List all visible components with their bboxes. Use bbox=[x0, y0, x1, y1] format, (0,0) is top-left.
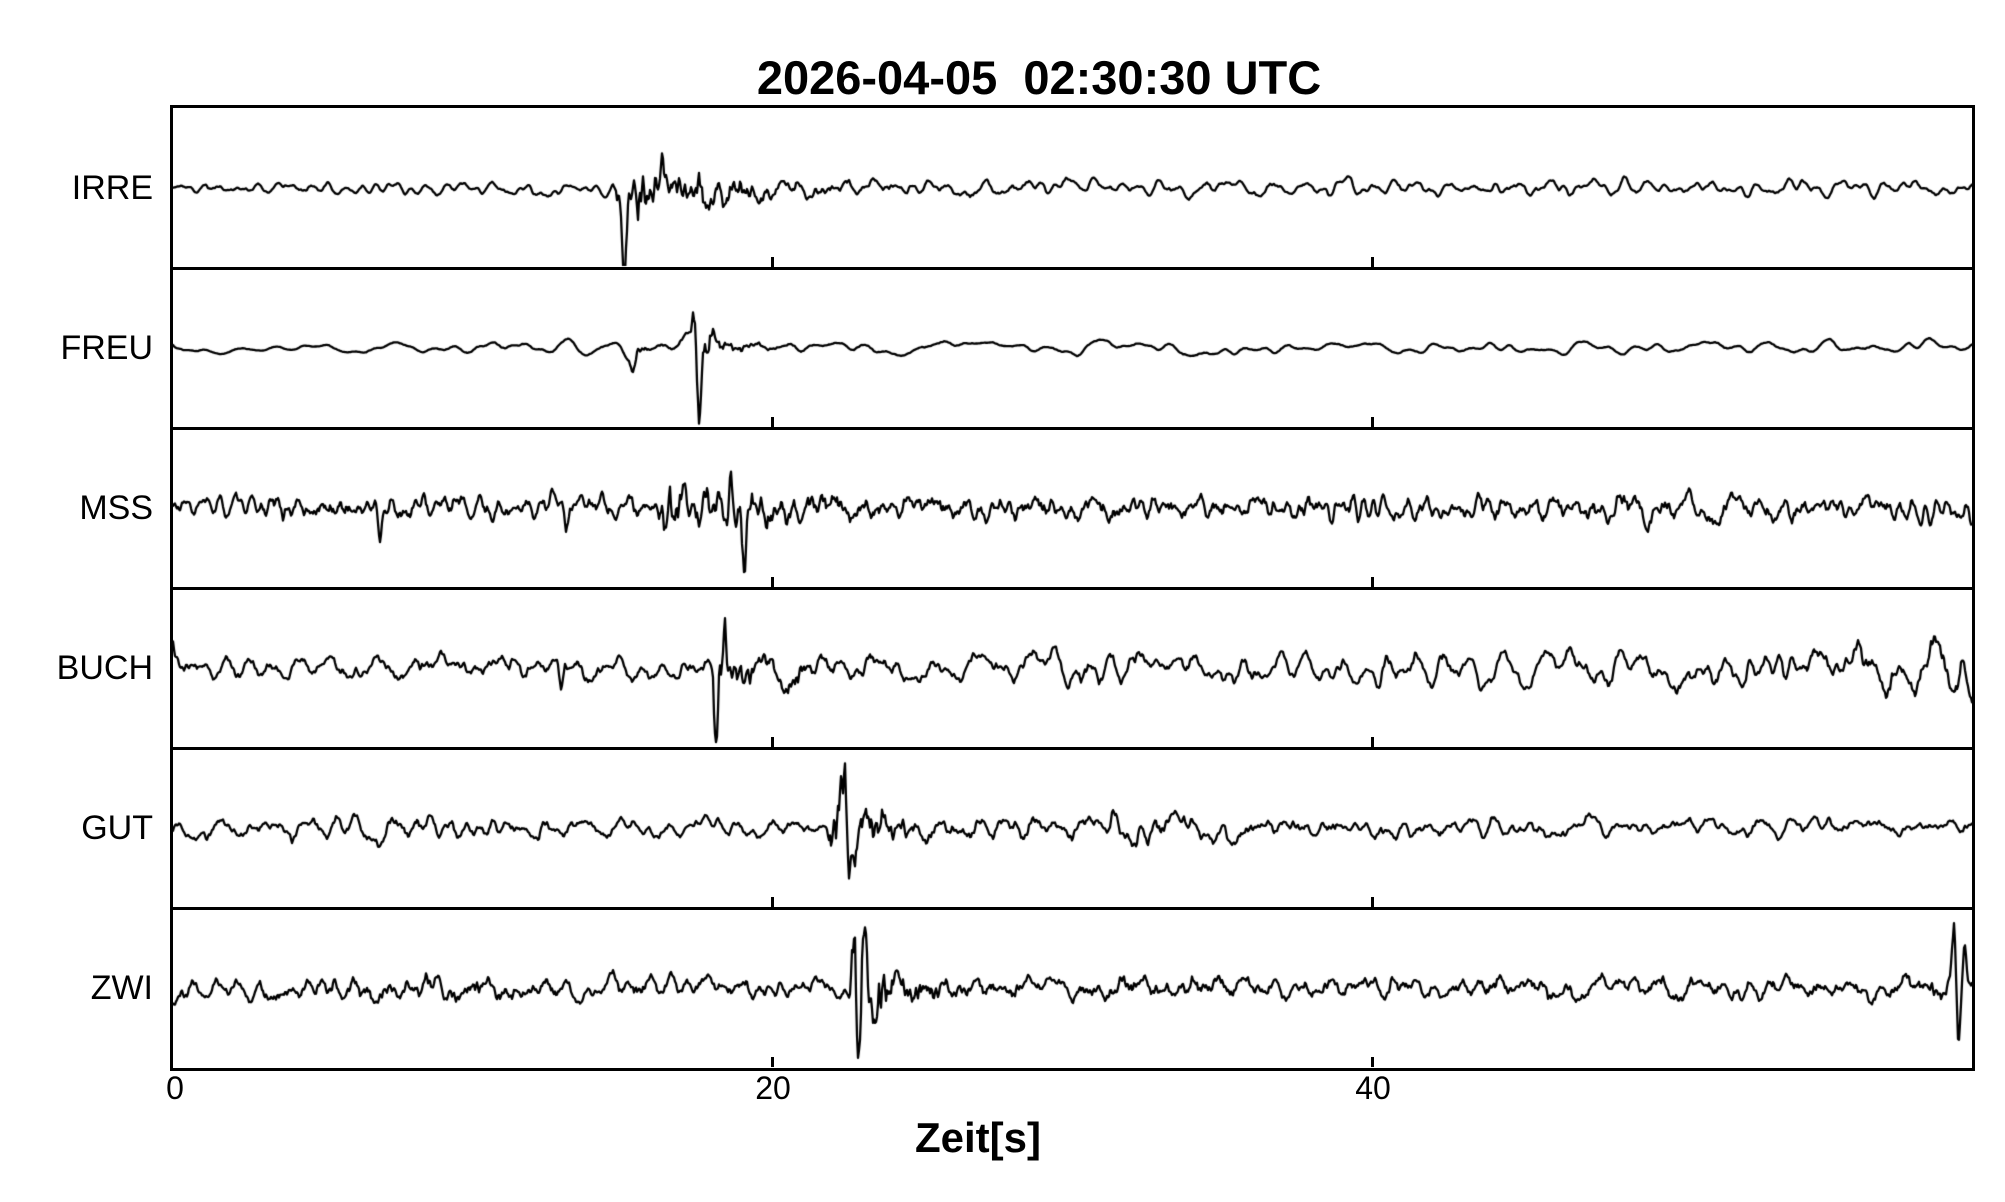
x-axis-title: Zeit[s] bbox=[915, 1114, 1041, 1161]
panel-divider bbox=[173, 587, 1972, 590]
station-label-freu: FREU bbox=[60, 329, 153, 367]
station-label-buch: BUCH bbox=[56, 649, 153, 687]
x-tick-mark bbox=[771, 417, 774, 427]
x-tick-mark bbox=[1371, 1057, 1374, 1067]
x-tick-mark bbox=[1371, 737, 1374, 747]
panel-divider bbox=[173, 427, 1972, 430]
station-label-zwi: ZWI bbox=[90, 969, 153, 1007]
figure-title: 2026-04-05 02:30:30 UTC bbox=[756, 51, 1322, 104]
x-tick-label-20: 20 bbox=[755, 1070, 791, 1106]
x-tick-mark bbox=[771, 897, 774, 907]
x-tick-mark bbox=[1371, 417, 1374, 427]
x-tick-mark bbox=[771, 577, 774, 587]
panel-divider bbox=[173, 907, 1972, 910]
station-label-gut: GUT bbox=[81, 809, 153, 847]
panel-divider bbox=[173, 747, 1972, 750]
x-tick-label-40: 40 bbox=[1355, 1070, 1391, 1106]
x-tick-label-0: 0 bbox=[166, 1070, 184, 1106]
panel-divider bbox=[173, 267, 1972, 270]
x-tick-mark bbox=[1371, 897, 1374, 907]
x-tick-mark bbox=[771, 737, 774, 747]
station-label-mss: MSS bbox=[79, 489, 153, 527]
x-tick-mark bbox=[771, 257, 774, 267]
x-tick-mark bbox=[1371, 577, 1374, 587]
x-tick-mark bbox=[771, 1057, 774, 1067]
station-label-irre: IRRE bbox=[71, 169, 153, 207]
x-tick-mark bbox=[1371, 257, 1374, 267]
